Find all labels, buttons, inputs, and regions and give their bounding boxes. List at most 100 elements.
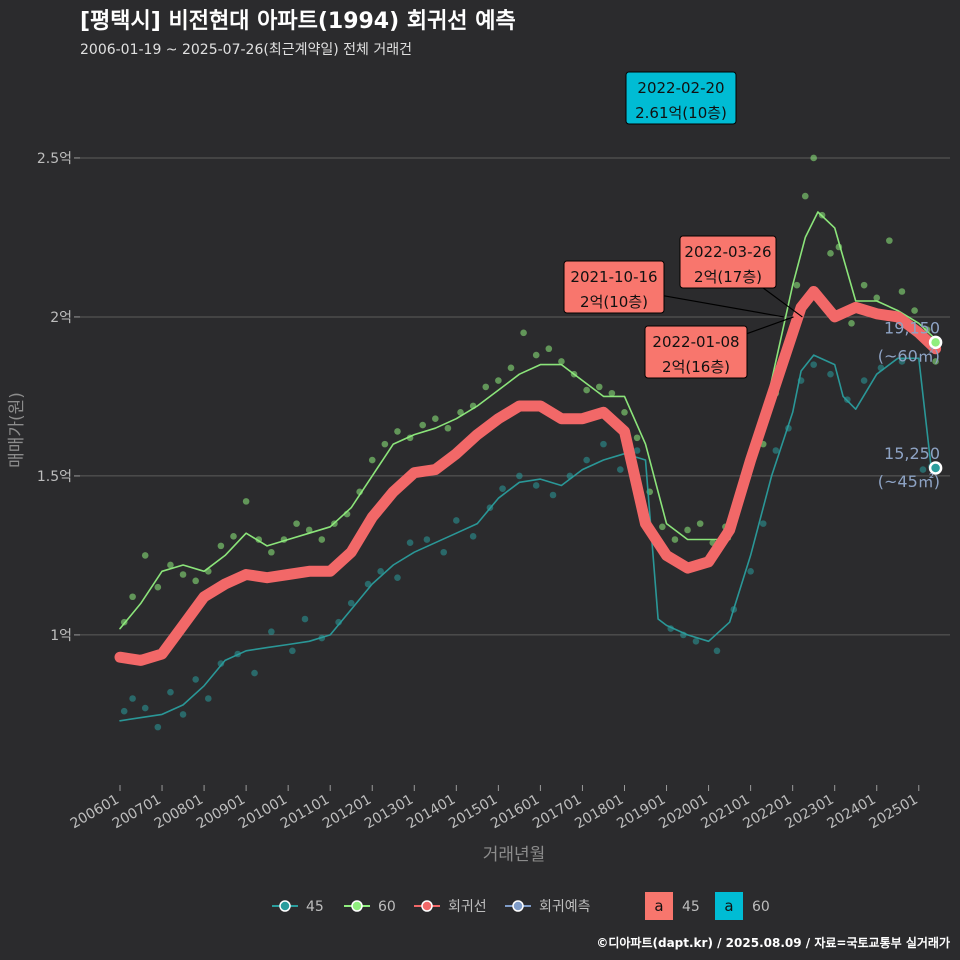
legend-label-swatch — [645, 892, 673, 920]
y-tick-label: 1억 — [50, 628, 72, 644]
scatter-point-60 — [394, 428, 401, 435]
scatter-point-45 — [423, 536, 431, 543]
scatter-point-45 — [919, 466, 927, 473]
scatter-point-60 — [848, 319, 855, 327]
scatter-point-60 — [860, 281, 868, 289]
scatter-point-45 — [364, 580, 372, 588]
end-label-value: 19,150 — [884, 318, 940, 337]
annotation-date: 2021-10-16 — [570, 268, 657, 286]
scatter-point-45 — [499, 485, 506, 492]
scatter-point-45 — [406, 539, 414, 547]
scatter-point-60 — [532, 351, 540, 359]
scatter-point-60 — [242, 498, 250, 505]
scatter-point-60 — [659, 523, 666, 531]
scatter-point-45 — [154, 723, 162, 731]
end-label-area: (~45㎡) — [878, 472, 940, 491]
scatter-point-60 — [696, 520, 704, 527]
scatter-point-45 — [747, 568, 754, 575]
scatter-point-60 — [167, 561, 174, 569]
legend-label-glyph: a — [654, 897, 663, 915]
scatter-point-45 — [394, 574, 401, 581]
scatter-point-60 — [305, 526, 313, 534]
chart-subtitle: 2006-01-19 ~ 2025-07-26(최근계약일) 전체 거래건 — [80, 42, 412, 58]
scatter-point-60 — [419, 421, 426, 429]
scatter-point-45 — [192, 676, 199, 683]
x-tick-label: 202501 — [866, 792, 920, 833]
scatter-point-60 — [684, 526, 691, 534]
end-label-value: 15,250 — [884, 444, 940, 463]
legend-label-glyph: a — [724, 897, 733, 915]
scatter-point-60 — [595, 383, 603, 391]
scatter-point-45 — [616, 466, 624, 473]
annotation-date: 2022-03-26 — [684, 243, 771, 261]
annotation-box — [625, 71, 737, 125]
end-point-marker — [928, 335, 943, 350]
annotation-price: 2억(10층) — [580, 293, 648, 311]
scatter-point-60 — [482, 383, 490, 391]
scatter-point-60 — [179, 571, 187, 578]
annotation-box — [644, 325, 748, 379]
series-line-regression — [114, 286, 942, 666]
annotation-price: 2억(17층) — [694, 268, 762, 286]
series-line-45 — [119, 354, 933, 722]
scatter-point-60 — [368, 456, 376, 464]
legend-key-marker — [351, 900, 363, 912]
scatter-point-45 — [469, 533, 477, 540]
scatter-point-60 — [898, 288, 906, 295]
scatter-point-45 — [129, 695, 136, 702]
scatter-point-60 — [507, 364, 515, 372]
scatter-point-60 — [911, 307, 918, 314]
scatter-point-45 — [120, 707, 128, 715]
annotation-box — [679, 235, 777, 289]
scatter-point-60 — [293, 520, 300, 527]
y-tick-label: 2억 — [50, 310, 72, 326]
scatter-point-60 — [192, 577, 199, 585]
scatter-point-60 — [495, 377, 502, 384]
y-axis-title: 매매가(원) — [7, 392, 27, 468]
y-tick-label: 2.5억 — [37, 151, 72, 167]
grid-lines — [80, 157, 950, 636]
scatter-point-45 — [692, 637, 700, 645]
scatter-point-45 — [440, 548, 448, 556]
scatter-point-45 — [898, 358, 906, 365]
scatter-point-60 — [457, 409, 464, 416]
chart-title: [평택시] 비전현대 아파트(1994) 회귀선 예측 — [80, 9, 516, 34]
annotation-price: 2억(16층) — [662, 358, 730, 376]
end-label-area: (~60㎡) — [878, 346, 940, 365]
scatter-point-45 — [827, 370, 834, 378]
scatter-point-45 — [268, 628, 275, 636]
annotation-price: 2.61억(10층) — [635, 104, 727, 122]
scatter-point-60 — [932, 358, 939, 365]
scatter-point-45 — [772, 447, 780, 454]
scatter-point-45 — [167, 688, 174, 696]
scatter-point-45 — [301, 615, 309, 623]
legend-label: 회귀예측 — [539, 899, 591, 915]
legend-label: 60 — [752, 899, 770, 915]
scatter-point-45 — [759, 520, 767, 527]
scatter-point-60 — [545, 345, 553, 353]
scatter-point-60 — [141, 552, 149, 559]
scatter-point-60 — [608, 389, 616, 397]
scatter-point-45 — [532, 482, 540, 489]
scatter-points — [120, 154, 939, 731]
scatter-point-60 — [558, 358, 565, 365]
scatter-point-60 — [268, 548, 275, 556]
scatter-point-45 — [583, 456, 590, 464]
end-labels: 19,150 (~60㎡) 15,250 (~45㎡) — [878, 318, 943, 491]
scatter-point-60 — [583, 386, 590, 394]
series-line-60 — [119, 211, 937, 630]
scatter-point-45 — [453, 517, 460, 524]
scatter-point-45 — [141, 704, 149, 712]
scatter-point-60 — [154, 583, 162, 591]
legend-label: 회귀선 — [448, 899, 487, 915]
scatter-point-60 — [230, 533, 237, 540]
y-tick-label: 1.5억 — [37, 469, 72, 485]
scatter-point-60 — [873, 294, 881, 302]
scatter-point-45 — [633, 447, 641, 454]
scatter-point-45 — [516, 472, 523, 480]
legend: 45 60 회귀선 회귀예측 a 45 a 60 — [272, 892, 770, 920]
caption: ©디아파트(dapt.kr) / 2025.08.09 / 자료=국토교통부 실… — [596, 935, 950, 950]
scatter-point-60 — [318, 536, 326, 543]
scatter-point-60 — [810, 154, 817, 162]
